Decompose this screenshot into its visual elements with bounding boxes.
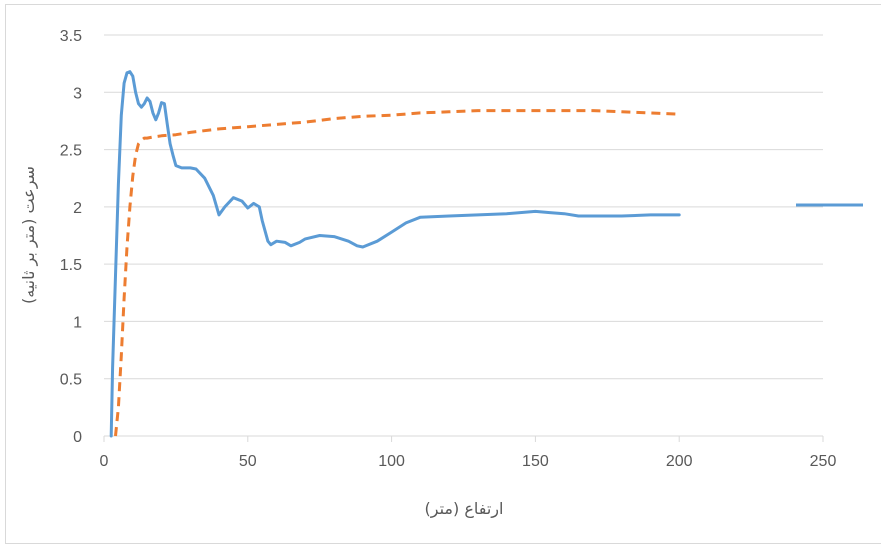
x-tick-label: 100	[378, 453, 405, 470]
series-lines	[109, 70, 681, 438]
x-tick-label: 200	[666, 453, 693, 470]
y-tick-label: 3	[73, 85, 82, 102]
y-tick-label: 1.5	[60, 257, 82, 274]
gridlines	[104, 34, 823, 380]
x-tick-labels: 0 50 100 150 200 250	[100, 453, 837, 470]
y-tick-label: 0	[73, 429, 82, 446]
y-tick-label: 3.5	[60, 28, 82, 45]
x-tick-label: 0	[100, 453, 109, 470]
x-tick-label: 50	[239, 453, 257, 470]
y-axis-title: سرعت (متر بر ثانیه)	[19, 166, 39, 304]
series-line-2	[114, 109, 680, 437]
x-tick-label: 150	[522, 453, 549, 470]
x-tick-label: 250	[810, 453, 837, 470]
y-tick-label: 1	[73, 314, 82, 331]
y-tick-label: 2.5	[60, 143, 82, 160]
y-tick-label: 0.5	[60, 372, 82, 389]
y-tick-label: 2	[73, 200, 82, 217]
axes	[103, 435, 824, 442]
x-axis-title: ارتفاع (متر)	[425, 499, 504, 519]
y-tick-labels: 0 0.5 1 1.5 2 2.5 3 3.5	[60, 28, 82, 446]
series-line-1	[109, 70, 681, 438]
